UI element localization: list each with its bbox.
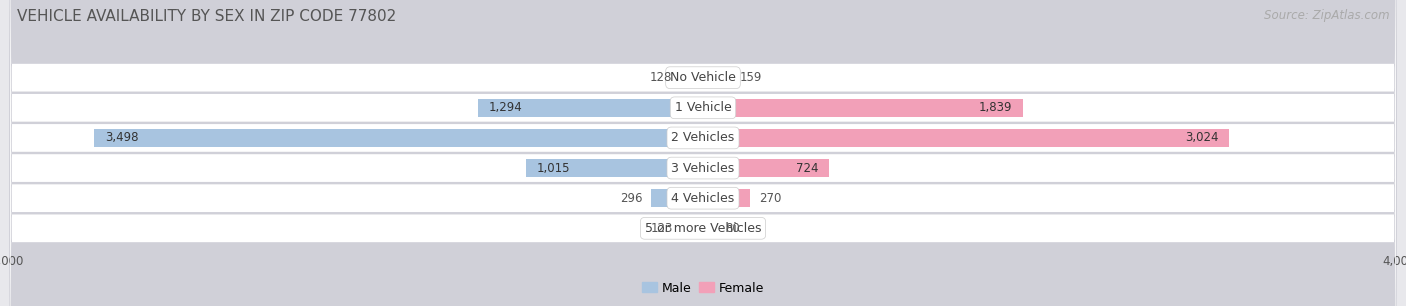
- Text: 5 or more Vehicles: 5 or more Vehicles: [645, 222, 761, 235]
- FancyBboxPatch shape: [10, 0, 1396, 303]
- Text: 3,498: 3,498: [105, 132, 138, 144]
- Bar: [681, 69, 703, 86]
- Bar: [703, 129, 1229, 147]
- Bar: [526, 159, 703, 177]
- Bar: [682, 220, 703, 237]
- FancyBboxPatch shape: [10, 0, 1396, 306]
- Text: 159: 159: [740, 71, 762, 84]
- FancyBboxPatch shape: [10, 0, 1396, 306]
- Text: 1,294: 1,294: [488, 101, 522, 114]
- Bar: [703, 69, 731, 86]
- Legend: Male, Female: Male, Female: [637, 277, 769, 300]
- Text: Source: ZipAtlas.com: Source: ZipAtlas.com: [1264, 9, 1389, 22]
- Bar: [703, 159, 830, 177]
- Bar: [703, 99, 1024, 117]
- Bar: [651, 189, 703, 207]
- Text: 1,839: 1,839: [979, 101, 1012, 114]
- Text: VEHICLE AVAILABILITY BY SEX IN ZIP CODE 77802: VEHICLE AVAILABILITY BY SEX IN ZIP CODE …: [17, 9, 396, 24]
- Text: 270: 270: [759, 192, 782, 205]
- FancyBboxPatch shape: [10, 0, 1396, 306]
- Text: 1,015: 1,015: [537, 162, 571, 174]
- Text: 3,024: 3,024: [1185, 132, 1219, 144]
- FancyBboxPatch shape: [10, 3, 1396, 306]
- Text: 1 Vehicle: 1 Vehicle: [675, 101, 731, 114]
- Bar: [94, 129, 703, 147]
- FancyBboxPatch shape: [10, 0, 1396, 306]
- Text: 4 Vehicles: 4 Vehicles: [672, 192, 734, 205]
- FancyBboxPatch shape: [10, 0, 1396, 306]
- Bar: [478, 99, 703, 117]
- Text: 128: 128: [650, 71, 672, 84]
- Bar: [703, 220, 717, 237]
- FancyBboxPatch shape: [10, 0, 1396, 305]
- Text: 2 Vehicles: 2 Vehicles: [672, 132, 734, 144]
- Text: 296: 296: [620, 192, 643, 205]
- FancyBboxPatch shape: [10, 0, 1396, 306]
- Text: 123: 123: [651, 222, 673, 235]
- Text: 724: 724: [796, 162, 818, 174]
- FancyBboxPatch shape: [10, 1, 1396, 306]
- FancyBboxPatch shape: [10, 33, 1396, 306]
- Text: No Vehicle: No Vehicle: [671, 71, 735, 84]
- Bar: [703, 189, 749, 207]
- Text: 3 Vehicles: 3 Vehicles: [672, 162, 734, 174]
- Text: 80: 80: [725, 222, 741, 235]
- FancyBboxPatch shape: [10, 0, 1396, 273]
